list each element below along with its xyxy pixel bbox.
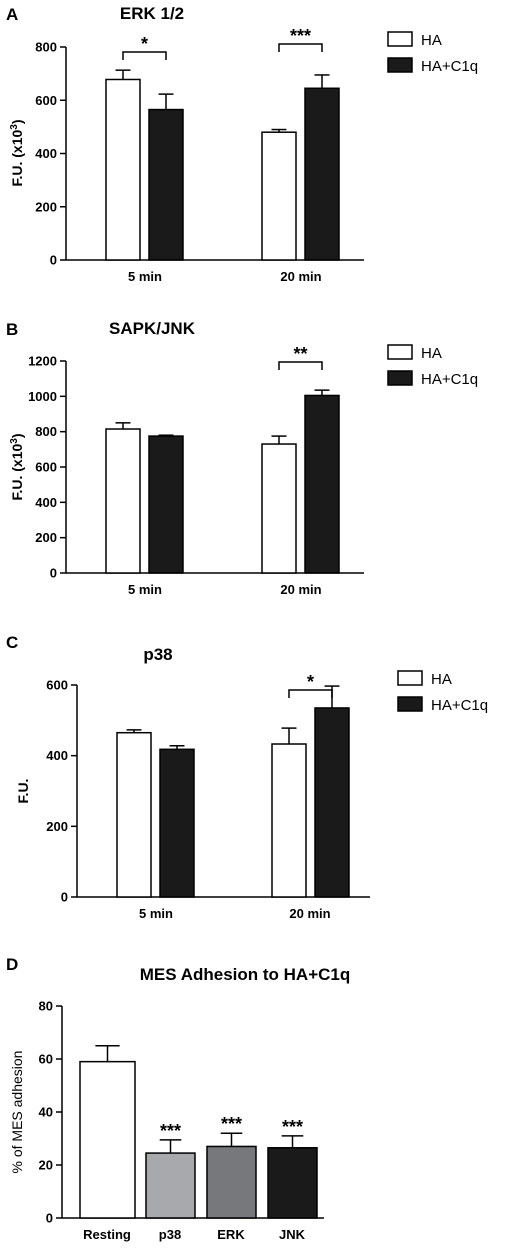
y-tick-label: 800 — [35, 424, 57, 439]
y-tick-label: 600 — [35, 460, 57, 475]
significance-label: ** — [293, 344, 307, 364]
legend-label: HA — [421, 32, 442, 49]
legend-label: HA — [421, 345, 442, 362]
bar — [206, 1145, 257, 1219]
bar — [148, 108, 184, 261]
significance-label: *** — [160, 1121, 181, 1141]
x-category-label: JNK — [279, 1227, 306, 1242]
legend-swatch — [397, 696, 423, 712]
y-tick-label: 20 — [39, 1158, 53, 1173]
significance-bracket — [278, 361, 323, 370]
legend-swatch — [387, 344, 413, 360]
y-tick-label: 400 — [35, 146, 57, 161]
bar — [304, 394, 340, 574]
bar — [314, 707, 350, 898]
y-axis-label-text: % of MES adhesion — [9, 1051, 25, 1174]
bar — [267, 1147, 318, 1219]
significance-bracket — [122, 51, 167, 60]
y-axis-label: F.U. (x103) — [9, 433, 25, 500]
bar — [116, 731, 152, 898]
bar — [304, 87, 340, 261]
bar — [79, 1060, 136, 1219]
legend-label: HA+C1q — [421, 58, 478, 75]
legend-swatch — [387, 31, 413, 47]
y-axis-label-end: ) — [9, 433, 25, 438]
x-category-label: 5 min — [128, 269, 162, 284]
significance-bracket — [278, 43, 323, 52]
significance-label: *** — [282, 1117, 303, 1137]
x-category-label: 20 min — [280, 269, 321, 284]
x-category-label: 5 min — [128, 582, 162, 597]
significance-label: * — [141, 34, 148, 54]
legend-label: HA+C1q — [421, 371, 478, 388]
y-tick-label: 200 — [35, 199, 57, 214]
y-tick-label: 200 — [35, 530, 57, 545]
x-category-label: 20 min — [289, 906, 330, 921]
y-tick-label: 80 — [39, 999, 53, 1014]
chart-panel-a: A ERK 1/2 0 200 400 600 800 F.U. (x103) 5 min 20 … — [6, 4, 478, 284]
panel-letter: B — [6, 320, 18, 339]
x-category-label: 20 min — [280, 582, 321, 597]
y-tick-label: 800 — [35, 40, 57, 55]
significance-label: *** — [290, 26, 311, 46]
significance-label: *** — [221, 1114, 242, 1134]
y-axis-label-text: F.U. (x10 — [9, 444, 25, 501]
y-tick-label: 1200 — [28, 354, 57, 369]
y-axis-label-sup: 3 — [9, 438, 20, 444]
y-axis-label-text: F.U. — [15, 779, 31, 804]
bar — [261, 443, 297, 574]
bar — [159, 748, 195, 898]
bar — [145, 1152, 196, 1219]
legend-label: HA — [431, 671, 452, 688]
y-tick-label: 1000 — [28, 389, 57, 404]
y-axis-label-text: F.U. (x10 — [9, 130, 25, 187]
y-axis-label-end: ) — [9, 119, 25, 124]
legend-swatch — [397, 670, 423, 686]
panel-letter: A — [6, 5, 18, 24]
y-axis-label-sup: 3 — [9, 124, 20, 130]
y-tick-label: 0 — [46, 1211, 53, 1226]
chart-panel-d: D MES Adhesion to HA+C1q 0 20 40 60 80 % of MES… — [6, 955, 350, 1242]
y-tick-label: 60 — [39, 1052, 53, 1067]
y-tick-label: 0 — [61, 890, 68, 905]
panel-letter: C — [6, 633, 18, 652]
x-category-label: 5 min — [139, 906, 173, 921]
chart-title: SAPK/JNK — [109, 319, 196, 338]
y-tick-label: 0 — [50, 566, 57, 581]
significance-label: * — [307, 672, 314, 692]
x-category-label: Resting — [83, 1227, 131, 1242]
y-tick-label: 200 — [46, 819, 68, 834]
bar — [148, 435, 184, 574]
chart-title: ERK 1/2 — [120, 4, 184, 23]
significance-bracket — [288, 689, 333, 698]
bar — [105, 428, 141, 574]
y-tick-label: 40 — [39, 1105, 53, 1120]
bar — [261, 131, 297, 261]
y-axis-label: F.U. (x103) — [9, 119, 25, 186]
bar — [105, 78, 141, 261]
y-tick-label: 600 — [46, 678, 68, 693]
y-tick-label: 0 — [50, 253, 57, 268]
y-axis-label: F.U. — [15, 779, 31, 804]
y-tick-label: 600 — [35, 93, 57, 108]
legend-label: HA+C1q — [431, 697, 488, 714]
chart-title: p38 — [143, 645, 172, 664]
bar — [271, 743, 307, 898]
chart-panel-b: B SAPK/JNK 0 200 400 600 800 1000 1200 F.U. (x103… — [6, 319, 478, 597]
x-category-label: ERK — [217, 1227, 245, 1242]
panel-letter: D — [6, 955, 18, 974]
y-axis-label: % of MES adhesion — [9, 1051, 25, 1174]
y-tick-label: 400 — [46, 748, 68, 763]
legend-swatch — [387, 370, 413, 386]
chart-title: MES Adhesion to HA+C1q — [140, 965, 350, 984]
legend-swatch — [387, 57, 413, 73]
y-tick-label: 400 — [35, 495, 57, 510]
x-category-label: p38 — [159, 1227, 181, 1242]
